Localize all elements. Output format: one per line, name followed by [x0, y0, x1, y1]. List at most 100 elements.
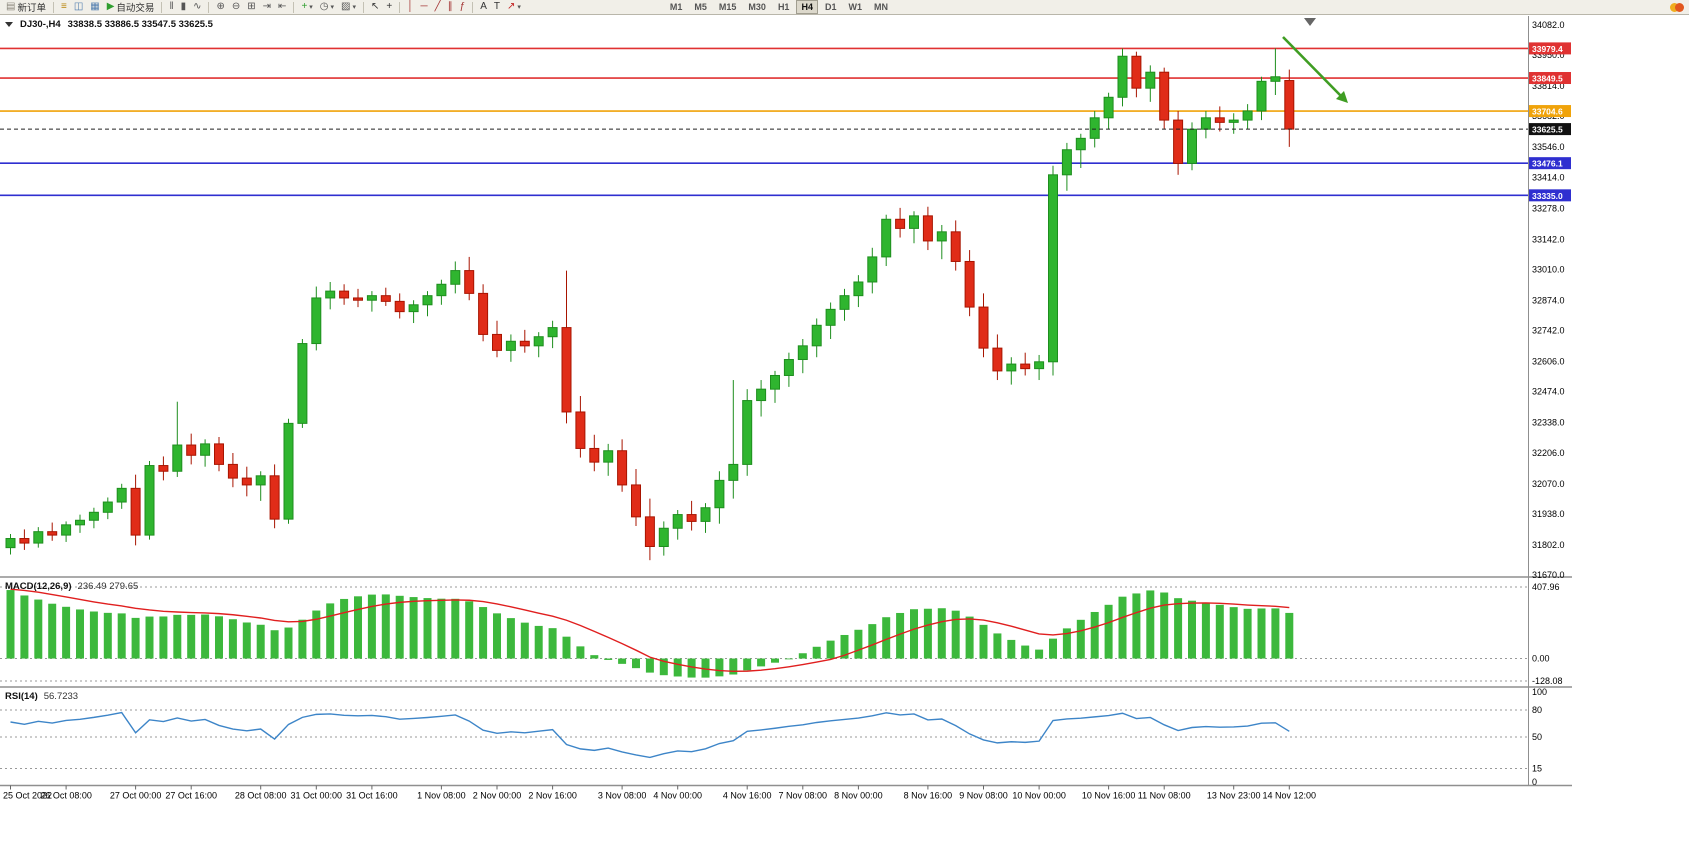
auto-scroll-button[interactable]: ⇥ [260, 1, 274, 14]
timeframe-d1[interactable]: D1 [824, 2, 837, 12]
trendline-button[interactable]: ╱ [432, 1, 444, 14]
macd-histogram-bar [1035, 649, 1044, 659]
time-axis-label: 27 Oct 16:00 [165, 791, 217, 801]
candle-body [1020, 363, 1031, 370]
macd-histogram-bar [1285, 612, 1294, 659]
macd-histogram-bar [409, 597, 418, 659]
macd-histogram-bar [1076, 619, 1085, 659]
macd-histogram-bar [923, 608, 932, 659]
price-axis-label: 32338.0 [1532, 418, 1565, 428]
macd-histogram-bar [896, 612, 905, 659]
candle-body [631, 484, 641, 518]
macd-histogram-bar [673, 658, 682, 677]
macd-histogram-bar [687, 658, 696, 678]
chart-shift-button[interactable]: ⇤ [275, 1, 289, 14]
candle-body [408, 304, 419, 313]
toolbar-separator [363, 1, 365, 13]
new-order-button[interactable]: ▤ 新订单 [3, 1, 49, 15]
timeframe-m15[interactable]: M15 [718, 2, 737, 12]
macd-histogram-bar [618, 658, 627, 664]
candle-body [450, 270, 461, 285]
arrows-button[interactable]: ↗ ▾ [504, 1, 524, 14]
templates-button[interactable]: ▨ ▾ [338, 1, 359, 14]
zoom-in-button[interactable]: ⊕ [213, 1, 227, 14]
vertical-line-button[interactable]: │ [404, 1, 416, 14]
price-axis-label: 33142.0 [1532, 234, 1565, 244]
candle-body [505, 340, 516, 351]
candle-body [1228, 119, 1239, 123]
tile-windows-button[interactable]: ⊞ [244, 1, 258, 14]
price-axis-label: 33546.0 [1532, 142, 1565, 152]
time-axis-label: 2 Nov 16:00 [528, 791, 577, 801]
macd-histogram-bar [20, 595, 29, 659]
price-axis-label: 32206.0 [1532, 448, 1565, 458]
periods-button[interactable]: ◷ ▾ [317, 1, 337, 14]
candle-body [130, 487, 141, 536]
price-badge [1529, 42, 1571, 55]
macd-histogram-bar [76, 609, 84, 659]
indicators-icon: + [301, 1, 308, 12]
channel-button[interactable]: ∥ [445, 1, 456, 14]
price-axis-label: 33278.0 [1532, 203, 1565, 213]
time-axis-label: 13 Nov 23:00 [1207, 791, 1261, 801]
candle-body [783, 359, 794, 376]
timeframe-m30[interactable]: M30 [748, 2, 766, 12]
timeframe-mn[interactable]: MN [873, 2, 888, 12]
candle-body [5, 538, 16, 549]
horizontal-line-button[interactable]: ─ [418, 1, 431, 14]
label-button[interactable]: T [491, 1, 503, 14]
text-button[interactable]: A [477, 1, 490, 14]
timeframe-m5[interactable]: M5 [694, 2, 707, 12]
macd-indicator-label: MACD(12,26,9) 236.49 279.65 [5, 581, 138, 592]
candle-body [200, 443, 211, 456]
timeframe-h4[interactable]: H4 [796, 0, 818, 14]
terminal-button[interactable]: ▦ [87, 1, 102, 14]
time-axis-label: 9 Nov 08:00 [959, 791, 1008, 801]
candle-body [672, 514, 683, 529]
market-watch-button[interactable]: ≡ [58, 1, 70, 14]
annotation-arrow[interactable] [1282, 36, 1342, 97]
crosshair-button[interactable]: + [383, 1, 395, 14]
macd-histogram-bar [798, 653, 807, 659]
macd-histogram-bar [506, 618, 515, 659]
auto-trading-button[interactable]: ▶ 自动交易 [104, 1, 158, 15]
candle-body [1214, 117, 1225, 123]
candle-body [102, 501, 113, 513]
navigator-button[interactable]: ◫ [71, 1, 86, 14]
macd-histogram-bar [826, 640, 835, 659]
toolbar: ▤ 新订单 ≡ ◫ ▦ ▶ 自动交易 ‖ ▮ ∿ ⊕ ⊖ ⊞ ⇥ ⇤ + ▾ ◷ ▾ ▨ ▾ ↖ + │ ─ ╱ ∥ ƒ A T ↗ ▾ M1 M… [0, 0, 1689, 15]
chart-shift-marker-icon[interactable] [1304, 18, 1316, 26]
indicators-button[interactable]: + ▾ [298, 1, 315, 14]
macd-histogram-bar [354, 596, 362, 659]
price-axis-label: 33010.0 [1532, 264, 1565, 274]
time-axis-label: 27 Oct 00:00 [110, 791, 162, 801]
rsi-name: RSI(14) [5, 691, 38, 702]
candle-body [269, 475, 280, 520]
macd-histogram-bar [1049, 638, 1057, 659]
macd-histogram-bar [103, 612, 112, 659]
cursor-button[interactable]: ↖ [368, 1, 382, 14]
candlestick-chart-button[interactable]: ▮ [178, 1, 190, 14]
rsi-axis-label: 15 [1532, 764, 1542, 774]
market-watch-icon: ≡ [60, 1, 67, 12]
candle-body [1242, 110, 1253, 121]
candle-body [658, 527, 669, 547]
macd-histogram-bar [395, 595, 404, 659]
price-axis-label: 33414.0 [1532, 172, 1565, 182]
zoom-out-button[interactable]: ⊖ [229, 1, 243, 14]
price-badge-label: 33335.0 [1532, 191, 1563, 201]
candle-body [47, 531, 58, 536]
candle-body [1173, 119, 1184, 164]
timeframe-h1[interactable]: H1 [777, 2, 790, 12]
macd-histogram-bar [951, 610, 960, 659]
candle-body [839, 295, 850, 310]
fibonacci-button[interactable]: ƒ [457, 1, 469, 14]
bar-chart-button[interactable]: ‖ [166, 1, 176, 14]
candle-body [366, 295, 377, 301]
timeframe-w1[interactable]: W1 [848, 2, 862, 12]
macd-histogram-bar [757, 658, 766, 667]
line-chart-button[interactable]: ∿ [190, 1, 204, 14]
timeframe-m1[interactable]: M1 [669, 2, 683, 12]
one-click-trading-toggle[interactable] [5, 22, 13, 27]
